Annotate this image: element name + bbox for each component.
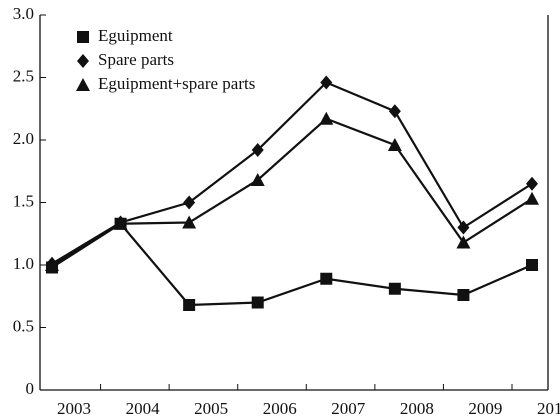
legend-marker bbox=[77, 54, 89, 68]
marker bbox=[526, 259, 538, 271]
y-tick-label: 1.0 bbox=[13, 254, 34, 273]
y-tick-label: 3.0 bbox=[13, 4, 34, 23]
marker bbox=[182, 215, 197, 229]
marker bbox=[388, 104, 401, 119]
x-tick-label: 2006 bbox=[263, 399, 297, 418]
marker bbox=[251, 143, 264, 157]
marker bbox=[320, 272, 333, 285]
marker bbox=[251, 296, 264, 309]
x-tick-label: 2005 bbox=[194, 399, 228, 418]
marker bbox=[319, 111, 334, 125]
y-tick-label: 1.5 bbox=[13, 191, 34, 210]
marker bbox=[45, 258, 59, 271]
marker bbox=[526, 176, 538, 191]
x-tick-label: 2003 bbox=[57, 399, 91, 418]
legend-marker bbox=[77, 31, 89, 43]
marker bbox=[113, 216, 128, 230]
marker bbox=[183, 195, 196, 210]
marker bbox=[250, 173, 265, 186]
legend-label: Eguipment bbox=[98, 26, 173, 45]
marker bbox=[457, 289, 470, 301]
series-line bbox=[51, 222, 533, 307]
y-tick-label: 0 bbox=[26, 379, 35, 398]
marker bbox=[456, 235, 471, 249]
marker bbox=[388, 282, 401, 295]
marker bbox=[320, 75, 333, 90]
x-tick-label: 2009 bbox=[468, 399, 502, 418]
legend-label: Spare parts bbox=[98, 50, 174, 69]
marker bbox=[457, 220, 470, 235]
marker bbox=[525, 191, 539, 205]
series-line bbox=[51, 81, 533, 265]
legend-marker bbox=[76, 78, 90, 91]
y-tick-label: 2.5 bbox=[13, 66, 34, 85]
x-tick-label: 2007 bbox=[331, 399, 366, 418]
legend-label: Eguipment+spare parts bbox=[98, 74, 255, 93]
series-line bbox=[51, 117, 533, 266]
x-tick-label: 2008 bbox=[400, 399, 434, 418]
marker bbox=[387, 138, 402, 151]
marker bbox=[183, 299, 196, 311]
x-tick-label: 2010 bbox=[537, 399, 560, 418]
y-tick-label: 0.5 bbox=[13, 316, 34, 335]
y-tick-label: 2.0 bbox=[13, 129, 34, 148]
x-tick-label: 2004 bbox=[126, 399, 161, 418]
